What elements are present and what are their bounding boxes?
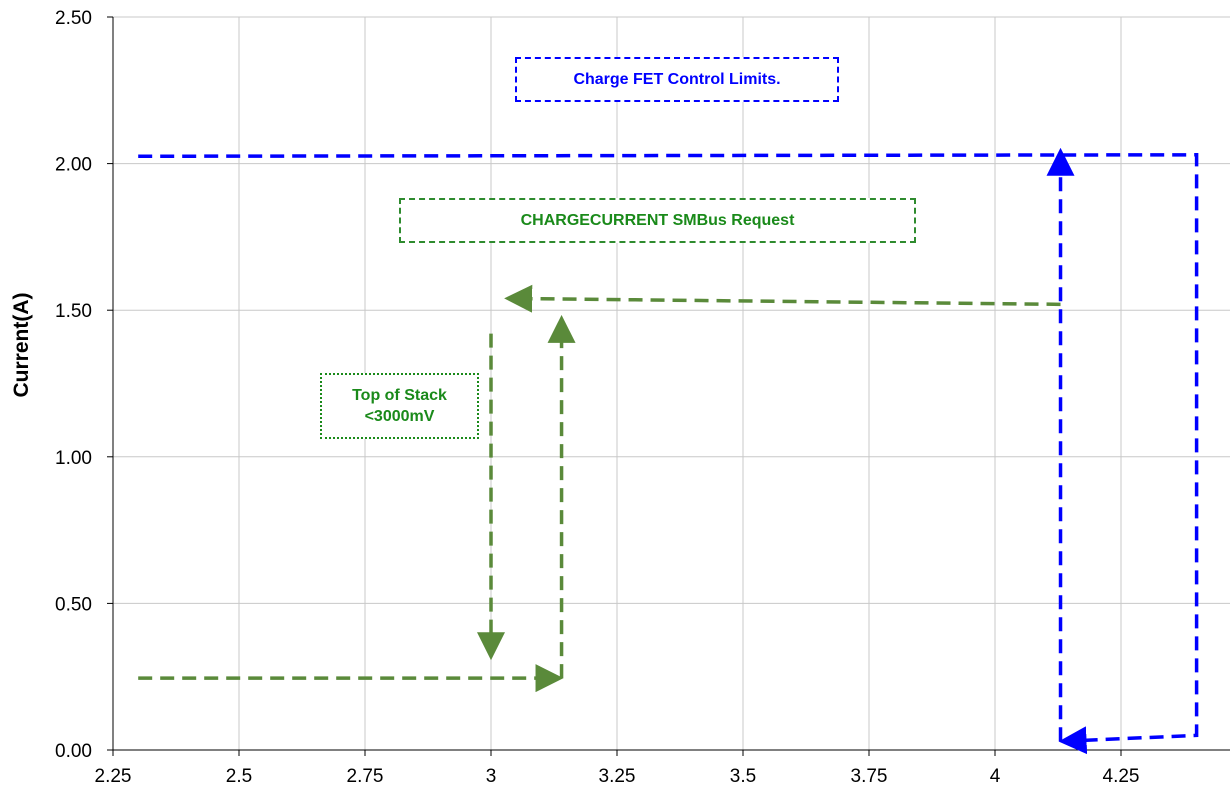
series-lines: [138, 147, 1199, 755]
y-tick-labels: 0.00 0.50 1.00 1.50 2.00 2.50: [55, 8, 92, 762]
fet-limits-annotation: Charge FET Control Limits.: [515, 57, 839, 102]
smbus-request-annotation: CHARGECURRENT SMBus Request: [399, 198, 916, 243]
axes: [107, 16, 1230, 756]
gridlines: [113, 16, 1230, 750]
y-tick-label: 0.00: [55, 741, 92, 762]
top-of-stack-line1: Top of Stack: [352, 387, 447, 404]
x-tick-label: 2.5: [226, 766, 252, 787]
top-of-stack-annotation: Top of Stack <3000mV: [320, 373, 479, 439]
top-of-stack-line2: <3000mV: [364, 408, 435, 425]
x-tick-label: 3.5: [730, 766, 756, 787]
x-tick-label: 4.25: [1103, 766, 1140, 787]
x-tick-label: 2.25: [95, 766, 132, 787]
x-tick-label: 2.75: [347, 766, 384, 787]
y-tick-label: 2.00: [55, 155, 92, 176]
y-axis-label: Current(A): [10, 293, 33, 398]
x-tick-label: 3: [486, 766, 497, 787]
x-tick-label: 4: [990, 766, 1001, 787]
x-tick-label: 3.75: [851, 766, 888, 787]
x-tick-label: 3.25: [599, 766, 636, 787]
fet-line-0: [138, 153, 1199, 755]
y-tick-label: 1.00: [55, 448, 92, 469]
y-tick-label: 2.50: [55, 8, 92, 29]
y-tick-label: 1.50: [55, 301, 92, 322]
y-tick-label: 0.50: [55, 594, 92, 615]
smbus-line-2: [504, 284, 1061, 313]
